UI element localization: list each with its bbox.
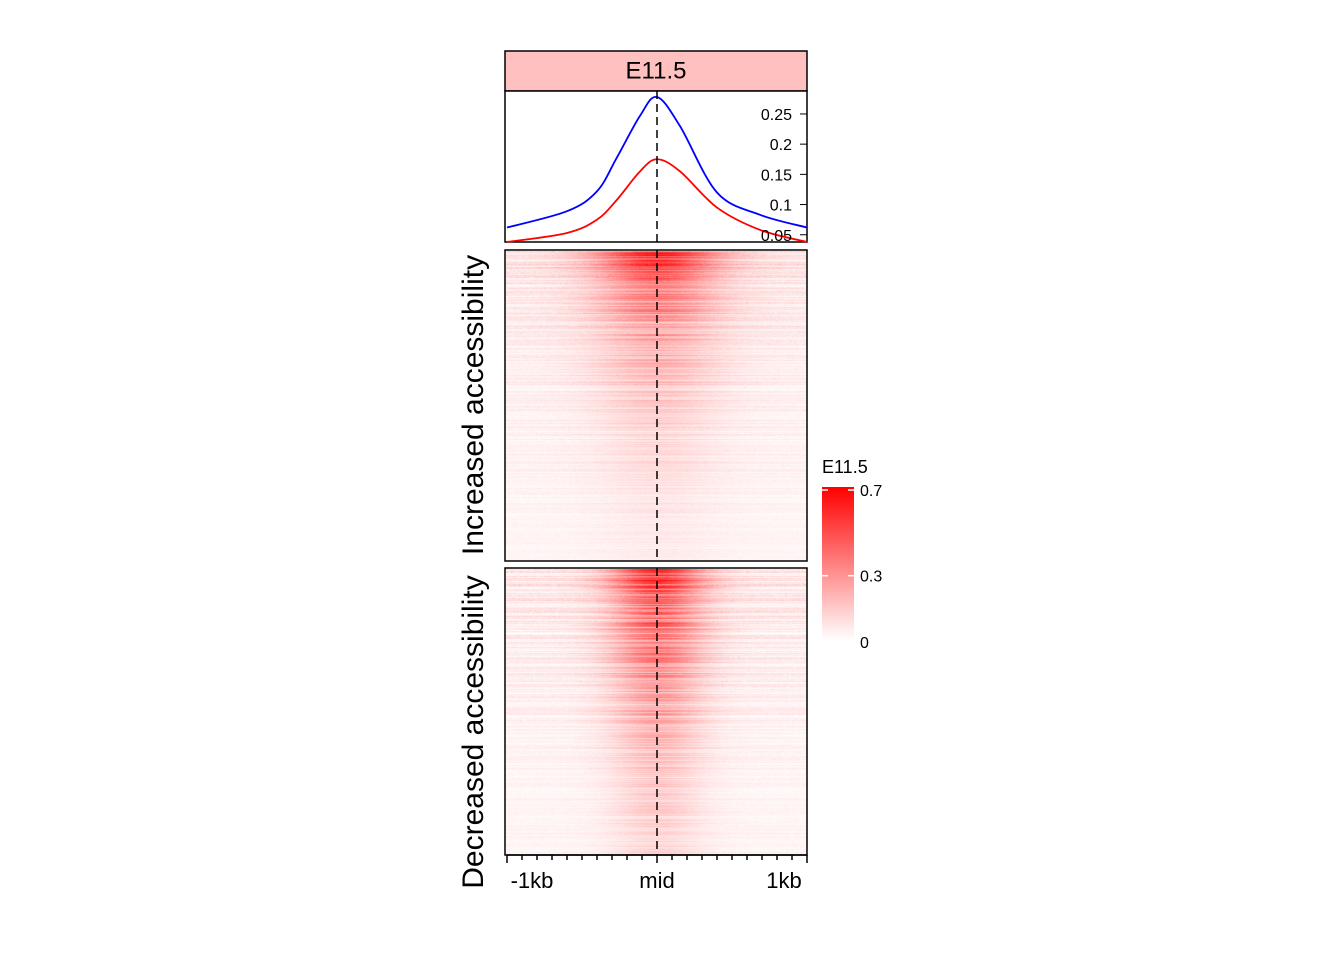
legend-colorbar (822, 487, 854, 640)
y-tick-label: 0.15 (761, 167, 792, 184)
row-label-decreased: Decreased accessibility (457, 575, 490, 888)
y-tick-label: 0.2 (770, 137, 792, 154)
y-tick-label: 0.05 (761, 228, 792, 245)
x-axis (506, 854, 808, 863)
xtick-label-left: -1kb (511, 868, 554, 893)
profile-line-decreased (506, 158, 808, 243)
heatmap-frame-decreased (504, 567, 808, 856)
profile-plot (506, 96, 808, 243)
y-tick-label: 0.1 (770, 198, 792, 215)
profile-line-increased (506, 96, 808, 229)
profile-y-axis: 0.05 0.1 0.15 0.2 0.25 (761, 107, 807, 245)
row-label-increased: Increased accessibility (457, 255, 490, 555)
xtick-label-mid: mid (639, 868, 674, 893)
heatmap-frame-increased (504, 249, 808, 562)
facet-title: E11.5 (626, 57, 687, 84)
legend-tick-label: 0 (860, 635, 869, 652)
legend-tick-label: 0.7 (860, 483, 882, 500)
legend-ticks: 0 0.3 0.7 (822, 483, 882, 652)
y-tick-label: 0.25 (761, 107, 792, 124)
legend-title: E11.5 (822, 457, 868, 477)
xtick-label-right: 1kb (766, 868, 801, 893)
profile-panel (504, 90, 808, 243)
legend-tick-label: 0.3 (860, 569, 882, 586)
